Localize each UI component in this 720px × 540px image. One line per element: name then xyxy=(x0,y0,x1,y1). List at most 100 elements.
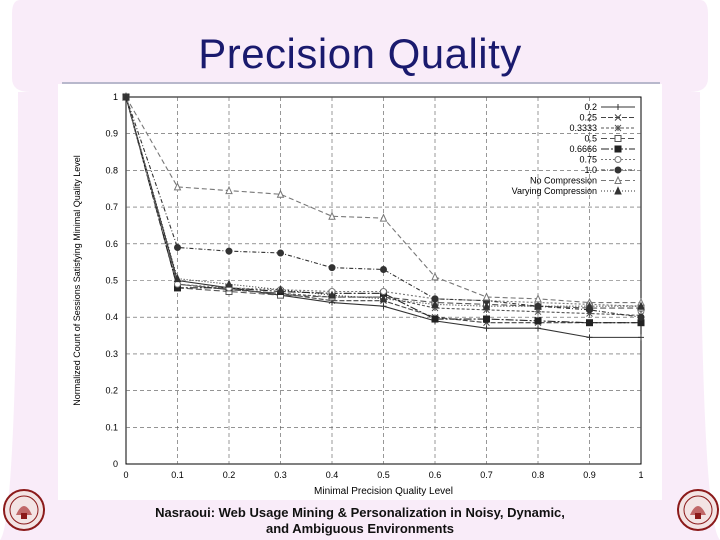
data-point xyxy=(585,301,594,310)
data-point xyxy=(586,310,593,317)
series-line xyxy=(125,96,641,307)
legend-item: Varying Compression xyxy=(512,186,635,196)
data-point xyxy=(586,334,593,341)
x-tick-label: 1 xyxy=(638,470,643,480)
x-tick-label: 0.8 xyxy=(532,470,545,480)
y-tick-label: 0.8 xyxy=(105,165,118,175)
y-tick-label: 0.5 xyxy=(105,276,118,286)
data-point xyxy=(535,325,541,332)
legend-label: 0.6666 xyxy=(569,144,597,154)
legend-label: No Compression xyxy=(530,176,597,186)
data-point xyxy=(483,315,490,323)
data-point xyxy=(614,124,622,132)
data-point xyxy=(173,182,182,191)
x-tick-label: 0.6 xyxy=(429,470,442,480)
x-tick-label: 0.4 xyxy=(326,470,339,480)
data-point xyxy=(638,334,644,341)
data-point xyxy=(122,92,130,101)
data-point xyxy=(431,315,439,323)
x-tick-label: 0.5 xyxy=(377,470,390,480)
x-tick-label: 0.2 xyxy=(223,470,236,480)
data-point xyxy=(225,279,233,288)
data-point xyxy=(482,292,491,301)
legend-item: 0.6666 xyxy=(569,144,635,154)
legend-item: 0.25 xyxy=(579,113,635,123)
data-point xyxy=(225,185,233,195)
y-tick-label: 0.2 xyxy=(105,386,118,396)
precision-quality-chart: 0 0.1 0.2 0.3 0.4 0.5 0.6 0.7 0.8 0.9 1 0 0.1 0.2 0.3 0… xyxy=(72,92,645,497)
footer-line-2: and Ambiguous Environments xyxy=(265,521,455,536)
data-point xyxy=(173,273,182,283)
data-point xyxy=(225,247,233,255)
data-point xyxy=(380,265,387,273)
legend-label: 0.75 xyxy=(579,155,597,165)
data-point xyxy=(328,264,336,272)
legend-label: 0.3333 xyxy=(569,123,597,133)
data-point xyxy=(614,135,622,142)
data-point xyxy=(586,319,593,327)
legend-label: 0.5 xyxy=(584,134,597,144)
y-tick-label: 0.7 xyxy=(105,202,118,212)
data-point xyxy=(614,114,622,121)
x-tick-label: 0.1 xyxy=(171,470,184,480)
data-point xyxy=(614,145,622,153)
data-point xyxy=(614,166,622,174)
y-tick-label: 0 xyxy=(113,459,118,469)
grid-lines xyxy=(126,97,641,464)
y-tick-label: 0.4 xyxy=(105,312,118,322)
data-point xyxy=(637,313,645,321)
data-point xyxy=(276,284,285,294)
data-point xyxy=(431,304,439,312)
x-axis-label: Minimal Precision Quality Level xyxy=(314,486,453,497)
data-point xyxy=(379,294,388,303)
data-point xyxy=(534,317,542,325)
data-point xyxy=(276,189,285,198)
data-point xyxy=(483,306,490,314)
footer-line-1: Nasraoui: Web Usage Mining & Personaliza… xyxy=(155,505,565,520)
y-axis-label: Normalized Count of Sessions Satisfying … xyxy=(72,155,82,406)
data-point xyxy=(483,325,490,332)
data-point xyxy=(380,288,387,296)
x-tick-label: 0.3 xyxy=(274,470,287,480)
legend-label: 1.0 xyxy=(584,165,597,175)
data-point xyxy=(482,301,491,310)
data-point xyxy=(174,243,181,251)
legend-item: No Compression xyxy=(530,176,635,186)
x-tick-label: 0.7 xyxy=(480,470,493,480)
data-point xyxy=(379,213,388,222)
series-varying-compression xyxy=(122,92,645,310)
data-point xyxy=(615,104,621,110)
data-point xyxy=(637,301,645,310)
legend-item: 0.2 xyxy=(584,102,635,112)
x-tick-label: 0.9 xyxy=(583,470,596,480)
data-point xyxy=(614,186,622,195)
title-underline xyxy=(62,82,660,84)
y-tick-label: 0.1 xyxy=(105,422,118,432)
legend-label: Varying Compression xyxy=(512,186,597,196)
data-point xyxy=(614,156,622,163)
legend-item: 0.75 xyxy=(579,155,635,165)
data-point xyxy=(614,175,622,184)
data-point xyxy=(534,308,542,316)
legend-item: 0.3333 xyxy=(569,123,635,133)
data-point xyxy=(534,301,542,310)
y-tick-label: 0.3 xyxy=(105,349,118,359)
data-point xyxy=(328,290,336,299)
university-seal-icon xyxy=(677,489,719,531)
data-point xyxy=(431,272,439,281)
legend-item: 1.0 xyxy=(584,165,635,175)
x-tick-label: 0 xyxy=(123,470,128,480)
data-point xyxy=(328,211,336,220)
y-tick-label: 0.9 xyxy=(105,129,118,139)
legend-label: 0.2 xyxy=(584,102,597,112)
slide-title: Precision Quality xyxy=(198,30,522,77)
legend-item: 0.5 xyxy=(584,134,635,144)
legend-label: 0.25 xyxy=(579,113,597,123)
university-seal-icon xyxy=(3,489,45,531)
data-point xyxy=(277,249,284,257)
data-point xyxy=(380,303,387,310)
footer-citation: Nasraoui: Web Usage Mining & Personaliza… xyxy=(140,505,580,537)
y-tick-label: 1 xyxy=(113,92,118,102)
y-tick-label: 0.6 xyxy=(105,239,118,249)
